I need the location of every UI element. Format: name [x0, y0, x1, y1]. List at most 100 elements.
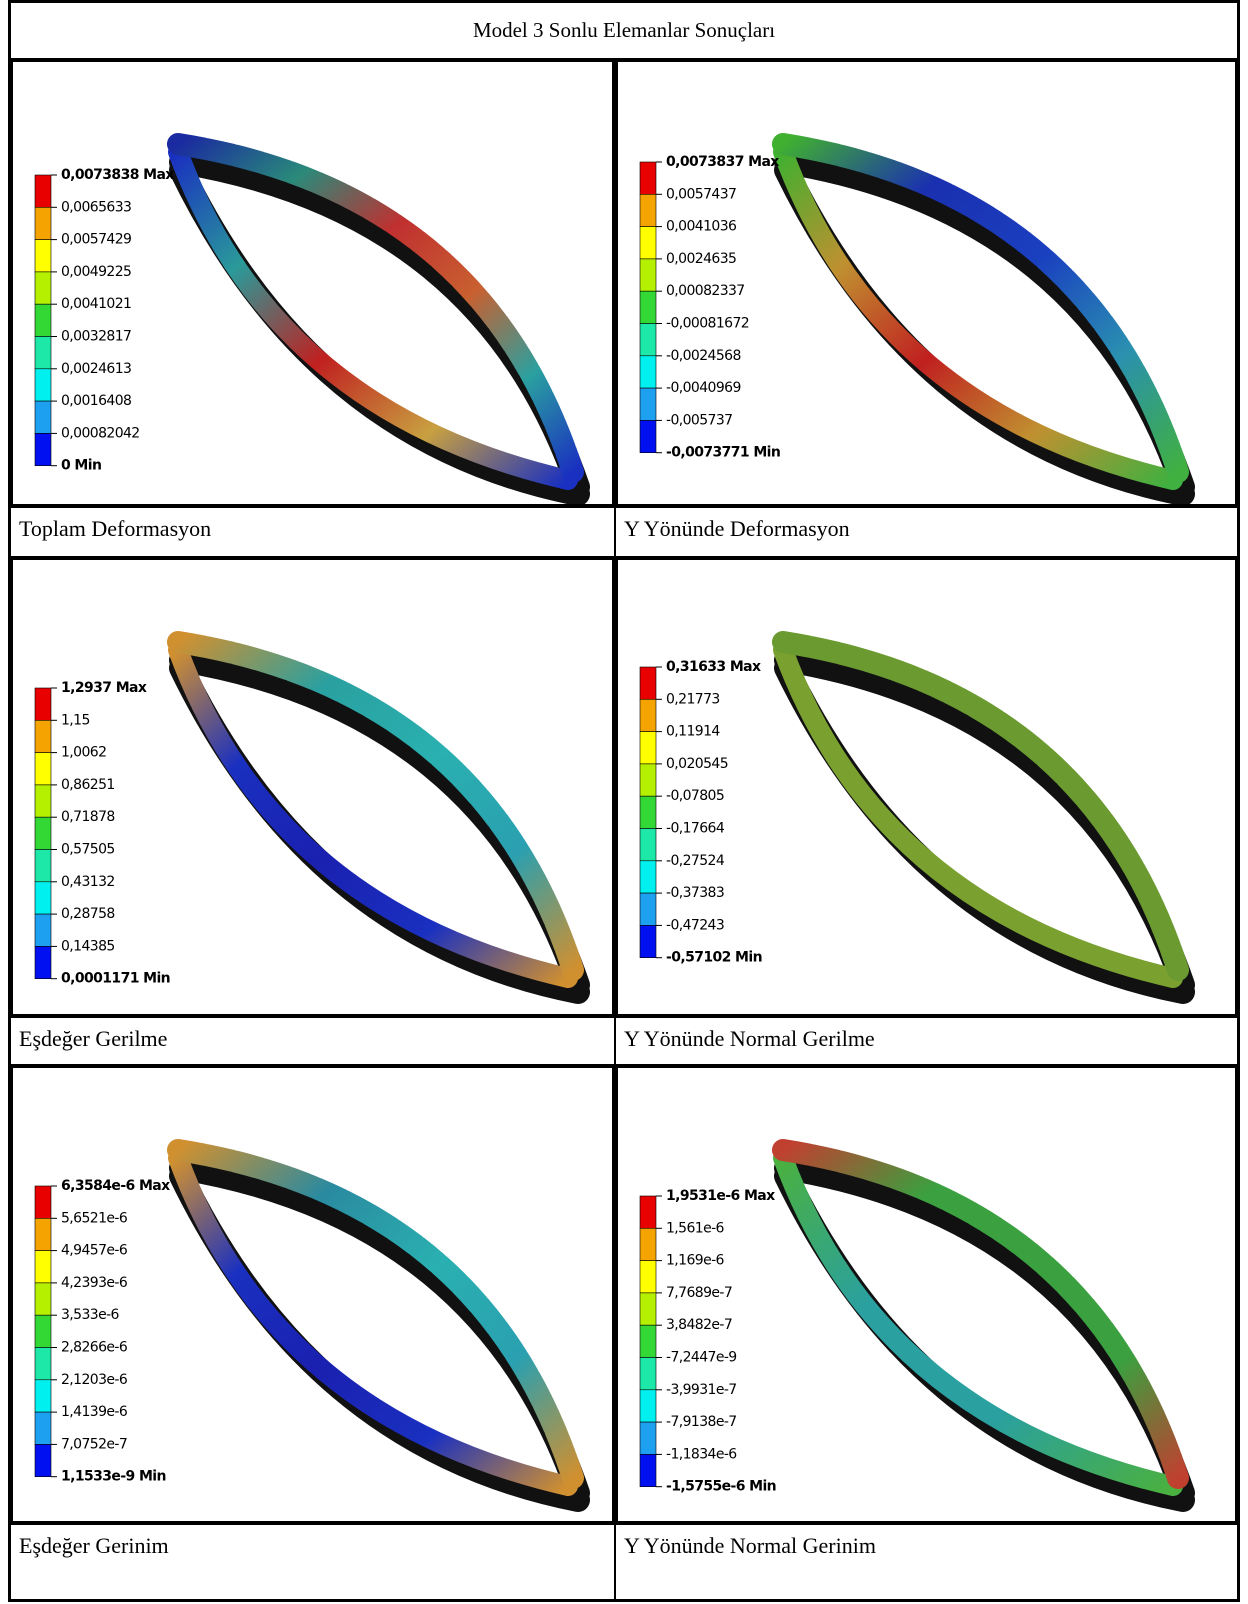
legend-band — [640, 194, 656, 226]
legend-label: 0,0041036 — [666, 219, 737, 235]
legend-label: -0,0040969 — [666, 380, 741, 396]
legend-band — [640, 1390, 656, 1422]
legend-label: 0,0057429 — [61, 232, 131, 248]
legend-band — [640, 388, 656, 420]
legend-label: 2,1203e-6 — [61, 1372, 128, 1388]
legend-band — [35, 1380, 51, 1412]
legend-band — [640, 764, 656, 796]
legend-label: -0,0024568 — [666, 348, 741, 364]
legend-band — [35, 1348, 51, 1380]
contour-plot: 0,0073837 Max 0,0057437 0,0041036 0,0024635… — [618, 62, 1238, 507]
legend-label: -0,57102 Min — [666, 950, 762, 966]
legend-band — [640, 1454, 656, 1486]
legend-label: 1,561e-6 — [666, 1220, 725, 1236]
legend-band — [640, 324, 656, 356]
legend-label: 0,0073837 Max — [666, 154, 779, 170]
caption: Y Yönünde Normal Gerilme — [615, 1017, 1238, 1065]
legend-band — [35, 720, 51, 752]
legend-band — [640, 829, 656, 861]
legend-label: 0,00082042 — [61, 425, 140, 441]
legend-label: 4,9457e-6 — [61, 1243, 128, 1259]
legend-band — [35, 272, 51, 304]
legend-label: 0,020545 — [666, 756, 728, 772]
legend-label: 0,0057437 — [666, 186, 736, 202]
legend-band — [640, 1196, 656, 1228]
legend-band — [640, 861, 656, 893]
legend-band — [35, 369, 51, 401]
caption: Eşdeğer Gerilme — [10, 1017, 615, 1065]
contour-plot: 0,31633 Max0,217730,119140,020545-0,0780… — [618, 560, 1238, 1017]
legend-band — [640, 1261, 656, 1293]
legend-label: -0,47243 — [666, 917, 724, 933]
legend-label: -0,07805 — [666, 788, 724, 804]
legend-band — [35, 817, 51, 849]
result-image: 1,2937 Max1,151,00620,862510,718780,5750… — [10, 557, 615, 1017]
legend-label: 0,0032817 — [61, 329, 131, 345]
legend-label: -1,5755e-6 Min — [666, 1479, 776, 1495]
legend-band — [35, 175, 51, 207]
caption: Y Yönünde Deformasyon — [615, 507, 1238, 557]
legend-band — [35, 304, 51, 336]
legend-band — [640, 420, 656, 452]
legend-band — [640, 925, 656, 957]
legend-label: 1,1533e-9 Min — [61, 1469, 166, 1485]
legend-band — [35, 401, 51, 433]
legend-band — [640, 356, 656, 388]
legend-label: 0,11914 — [666, 724, 720, 740]
legend-label: 0,0024613 — [61, 361, 131, 377]
caption: Y Yönünde Normal Gerinim — [615, 1524, 1238, 1600]
legend-band — [35, 1251, 51, 1283]
legend-band — [640, 1228, 656, 1260]
legend-band — [35, 753, 51, 785]
legend-label: 1,169e-6 — [666, 1253, 725, 1269]
result-image: 0,0073837 Max 0,0057437 0,0041036 0,0024635… — [615, 59, 1238, 507]
legend-label: 0,28758 — [61, 906, 115, 922]
legend-band — [640, 893, 656, 925]
legend-label: 0 Min — [61, 458, 101, 474]
legend-band — [35, 946, 51, 978]
legend-band — [640, 162, 656, 194]
legend-label: -0,00081672 — [666, 316, 749, 332]
legend-band — [35, 688, 51, 720]
legend-band — [640, 259, 656, 291]
legend-label: 1,2937 Max — [61, 680, 147, 696]
legend-label: 6,3584e-6 Max — [61, 1178, 170, 1194]
legend-band — [640, 227, 656, 259]
legend-band — [640, 796, 656, 828]
legend-label: 2,8266e-6 — [61, 1340, 128, 1356]
legend-label: 1,15 — [61, 712, 90, 728]
legend-label: -1,1834e-6 — [666, 1446, 737, 1462]
legend-band — [35, 785, 51, 817]
legend-label: 7,7689e-7 — [666, 1285, 732, 1301]
legend-band — [640, 1325, 656, 1357]
contour-plot: 0,0073838 Max0,00656330,00574290,0049225… — [13, 62, 615, 507]
legend-band — [640, 1358, 656, 1390]
caption: Eşdeğer Gerinim — [10, 1524, 615, 1600]
legend-label: 4,2393e-6 — [61, 1275, 128, 1291]
legend-label: -0,0073771 Min — [666, 445, 780, 461]
legend-band — [35, 914, 51, 946]
legend-label: 0,0001171 Min — [61, 971, 170, 987]
legend-band — [35, 1186, 51, 1218]
legend-band — [35, 882, 51, 914]
legend-label: 0,43132 — [61, 874, 115, 890]
legend-label: -7,2447e-9 — [666, 1350, 737, 1366]
legend-label: 1,0062 — [61, 745, 106, 761]
legend-label: 0,0016408 — [61, 393, 131, 409]
legend-band — [35, 433, 51, 465]
legend-band — [35, 337, 51, 369]
legend-band — [35, 850, 51, 882]
legend-label: 0,86251 — [61, 777, 115, 793]
legend-band — [35, 1283, 51, 1315]
legend-band — [35, 240, 51, 272]
legend-band — [35, 1412, 51, 1444]
legend-label: 0,0024635 — [666, 251, 736, 267]
legend-label: 0,31633 Max — [666, 659, 761, 675]
page: Model 3 Sonlu Elemanlar Sonuçları 0,0073… — [0, 0, 1248, 1604]
results-table: Model 3 Sonlu Elemanlar Sonuçları 0,0073… — [8, 0, 1240, 1602]
legend-label: 3,533e-6 — [61, 1307, 120, 1323]
legend-band — [35, 1218, 51, 1250]
legend-label: 0,0041021 — [61, 296, 131, 312]
